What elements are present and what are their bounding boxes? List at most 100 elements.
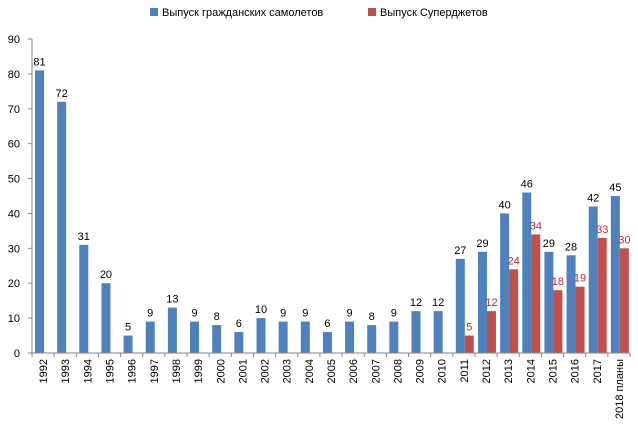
legend-label-superjet: Выпуск Суперджетов [380, 7, 488, 19]
x-tick-label: 2013 [503, 359, 515, 383]
data-label-civil-aircraft: 40 [498, 199, 510, 211]
data-label-civil-aircraft: 28 [565, 241, 577, 253]
data-label-civil-aircraft: 72 [56, 88, 68, 100]
data-label-superjet: 30 [618, 234, 630, 246]
data-label-civil-aircraft: 46 [521, 179, 533, 191]
x-tick-label: 2018 планы [614, 359, 626, 419]
x-tick-label: 2014 [525, 359, 537, 383]
data-label-civil-aircraft: 6 [236, 318, 242, 330]
data-label-civil-aircraft: 27 [454, 245, 466, 257]
data-label-civil-aircraft: 8 [369, 311, 375, 323]
y-axis: 0 10 20 30 40 50 60 70 80 90 [8, 34, 33, 360]
data-label-civil-aircraft: 29 [476, 238, 488, 250]
data-label-civil-aircraft: 6 [324, 318, 330, 330]
x-tick-label: 1997 [149, 359, 161, 383]
data-label-civil-aircraft: 9 [347, 308, 353, 320]
x-tick-label: 1998 [171, 359, 183, 383]
bar-civil-aircraft [300, 321, 310, 353]
legend-swatch-civil-aircraft [150, 8, 158, 16]
y-tick-label: 80 [8, 69, 20, 81]
bar-civil-aircraft [522, 192, 532, 353]
x-tick-label: 2009 [415, 359, 427, 383]
y-tick-label: 0 [14, 348, 20, 360]
data-label-superjet: 12 [485, 297, 497, 309]
bar-superjet [619, 248, 629, 353]
data-label-civil-aircraft: 81 [33, 56, 45, 68]
bar-civil-aircraft [588, 206, 598, 353]
bar-superjet [553, 290, 563, 353]
bar-civil-aircraft [101, 283, 111, 353]
bar-civil-aircraft [212, 325, 222, 353]
data-label-superjet: 24 [507, 255, 519, 267]
y-tick-label: 10 [8, 313, 20, 325]
x-tick-label: 2001 [237, 359, 249, 383]
y-tick-label: 30 [8, 243, 20, 255]
x-tick-label: 2000 [215, 359, 227, 383]
bar-civil-aircraft [477, 251, 487, 353]
x-tick-label: 2007 [370, 359, 382, 383]
x-tick-label: 1993 [60, 359, 72, 383]
bar-civil-aircraft [35, 70, 44, 354]
data-label-civil-aircraft: 9 [191, 308, 197, 320]
bar-civil-aircraft [322, 332, 332, 353]
bar-civil-aircraft [256, 318, 266, 353]
data-label-civil-aircraft: 9 [391, 308, 397, 320]
bar-civil-aircraft [544, 251, 554, 353]
bar-civil-aircraft [79, 244, 89, 353]
bar-civil-aircraft [500, 213, 510, 353]
x-tick-label: 2016 [570, 359, 582, 383]
data-label-civil-aircraft: 45 [609, 182, 621, 194]
bar-civil-aircraft [278, 321, 288, 353]
bar-superjet [464, 335, 474, 353]
x-tick-label: 2006 [348, 359, 360, 383]
x-axis: 1992 1993 1994 1995 1996 1997 1998 1999 2000 2001… [31, 352, 631, 419]
bar-civil-aircraft [57, 101, 67, 353]
data-label-civil-aircraft: 31 [78, 231, 90, 243]
y-tick-label: 60 [8, 139, 20, 151]
x-tick-label: 1992 [38, 359, 50, 383]
x-tick-label: 2004 [304, 359, 316, 383]
y-tick-label: 50 [8, 174, 20, 186]
x-tick-label: 2010 [437, 359, 449, 383]
bar-civil-aircraft [455, 258, 465, 353]
data-label-civil-aircraft: 12 [410, 297, 422, 309]
x-tick-label: 2012 [481, 359, 493, 383]
bar-civil-aircraft [566, 255, 576, 353]
bar-civil-aircraft [610, 196, 620, 353]
data-label-superjet: 34 [530, 220, 542, 232]
x-tick-label: 2011 [459, 359, 471, 383]
data-label-superjet: 5 [466, 322, 472, 334]
data-label-civil-aircraft: 10 [255, 304, 267, 316]
bar-civil-aircraft [234, 332, 244, 353]
data-label-superjet: 18 [552, 276, 564, 288]
data-label-superjet: 33 [596, 224, 608, 236]
x-tick-label: 2017 [592, 359, 604, 383]
x-tick-label: 1995 [105, 359, 117, 383]
x-tick-label: 2002 [260, 359, 272, 383]
bar-civil-aircraft [167, 307, 177, 353]
x-tick-label: 2015 [547, 359, 559, 383]
data-label-civil-aircraft: 12 [432, 297, 444, 309]
data-label-civil-aircraft: 5 [125, 322, 131, 334]
chart-legend: Выпуск гражданских самолетов Выпуск Супе… [150, 7, 488, 19]
bar-civil-aircraft [345, 321, 355, 353]
x-tick-label: 1996 [127, 359, 139, 383]
x-tick-label: 2005 [326, 359, 338, 383]
legend-swatch-superjet [368, 8, 376, 16]
y-tick-label: 70 [8, 104, 20, 116]
y-tick-label: 90 [8, 34, 20, 46]
bar-superjet [575, 286, 585, 353]
bar-civil-aircraft [123, 335, 133, 353]
data-label-civil-aircraft: 29 [543, 238, 555, 250]
x-tick-label: 2008 [392, 359, 404, 383]
data-label-civil-aircraft: 13 [166, 294, 178, 306]
y-tick-label: 40 [8, 208, 20, 220]
data-label-civil-aircraft: 9 [280, 308, 286, 320]
bars [35, 70, 629, 354]
bar-superjet [509, 269, 519, 353]
legend-label-civil-aircraft: Выпуск гражданских самолетов [162, 7, 323, 19]
bar-civil-aircraft [190, 321, 200, 353]
bar-superjet [486, 311, 496, 353]
bar-superjet [531, 234, 541, 353]
